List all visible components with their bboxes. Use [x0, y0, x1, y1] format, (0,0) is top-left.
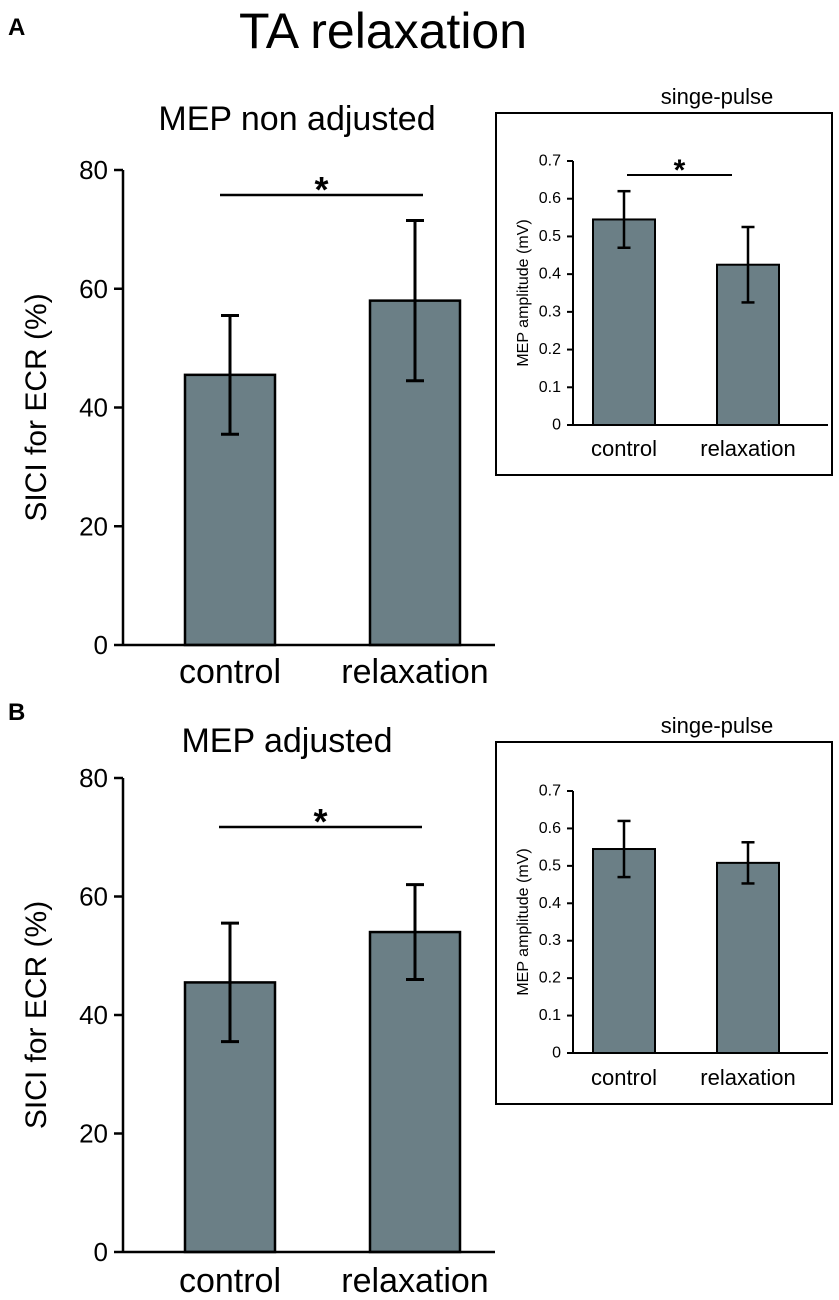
a-main-category-label-control: control	[179, 653, 281, 691]
inset-frame-a	[495, 112, 833, 476]
a-main-significance-star: *	[314, 169, 328, 210]
a-inset-ytick-label-5: 0.5	[539, 228, 561, 245]
b-main-bar-relaxation	[368, 930, 462, 1254]
b-inset-ytick-label-4: 0.4	[539, 895, 561, 912]
b-inset-ylabel: MEP amplitude (mV)	[515, 848, 532, 995]
b-inset-category-label-relaxation: relaxation	[700, 1065, 795, 1090]
charts-layer: MEP non adjusted SICI for ECR (%) control r…	[20, 84, 828, 1300]
b-main-ylabel: SICI for ECR (%)	[20, 901, 53, 1129]
a-inset-ytick-label-0: 0	[552, 417, 561, 434]
b-main-ytick-label-2: 40	[79, 1000, 108, 1030]
b-inset-bar-control	[592, 848, 656, 1054]
a-inset-bar-control	[592, 218, 656, 426]
a-inset-ytick-label-3: 0.3	[539, 303, 561, 320]
a-inset-significance-star: *	[674, 154, 686, 187]
panel-label-a: A	[8, 14, 25, 41]
a-inset-ylabel: MEP amplitude (mV)	[515, 219, 532, 366]
b-main-significance-star: *	[313, 801, 327, 842]
a-main-ytick-label-0: 0	[94, 630, 108, 660]
a-main-category-label-relaxation: relaxation	[341, 653, 488, 691]
b-inset-ytick-label-5: 0.5	[539, 857, 561, 874]
b-inset-ytick-label-0: 0	[552, 1045, 561, 1062]
b-main-ytick-label-1: 20	[79, 1119, 108, 1149]
b-main-ytick-label-4: 80	[79, 763, 108, 793]
a-inset-ytick-label-4: 0.4	[539, 266, 561, 283]
a-inset-category-label-control: control	[591, 436, 657, 461]
b-main-category-label-control: control	[179, 1262, 281, 1300]
b-inset-title: singe-pulse	[661, 713, 774, 738]
b-inset-ytick-label-1: 0.1	[539, 1007, 561, 1024]
a-inset-ytick-label-7: 0.7	[539, 153, 561, 170]
a-main-ylabel: SICI for ECR (%)	[20, 293, 53, 521]
a-main-ytick-label-2: 40	[79, 393, 108, 423]
a-inset-ytick-label-2: 0.2	[539, 341, 561, 358]
a-main-ytick-label-4: 80	[79, 155, 108, 185]
a-inset-ytick-label-1: 0.1	[539, 379, 561, 396]
a-main-ytick-label-3: 60	[79, 274, 108, 304]
panel-label-b: B	[8, 699, 25, 726]
b-inset-category-label-control: control	[591, 1065, 657, 1090]
b-inset-ytick-label-2: 0.2	[539, 970, 561, 987]
b-main-ytick-label-3: 60	[79, 882, 108, 912]
a-inset-title: singe-pulse	[661, 84, 774, 109]
b-inset-ytick-label-6: 0.6	[539, 820, 561, 837]
b-inset-ytick-label-7: 0.7	[539, 783, 561, 800]
figure-title: TA relaxation	[239, 3, 527, 59]
b-main-ytick-label-0: 0	[94, 1237, 108, 1267]
b-main-title: MEP adjusted	[181, 722, 392, 760]
a-main-title: MEP non adjusted	[158, 100, 435, 138]
a-inset-ytick-label-6: 0.6	[539, 190, 561, 207]
a-inset-category-label-relaxation: relaxation	[700, 436, 795, 461]
inset-frame-b	[495, 741, 833, 1105]
a-main-ytick-label-1: 20	[79, 511, 108, 541]
b-inset-ytick-label-3: 0.3	[539, 932, 561, 949]
b-inset-bar-relaxation	[716, 861, 780, 1054]
b-main-category-label-relaxation: relaxation	[341, 1262, 488, 1300]
